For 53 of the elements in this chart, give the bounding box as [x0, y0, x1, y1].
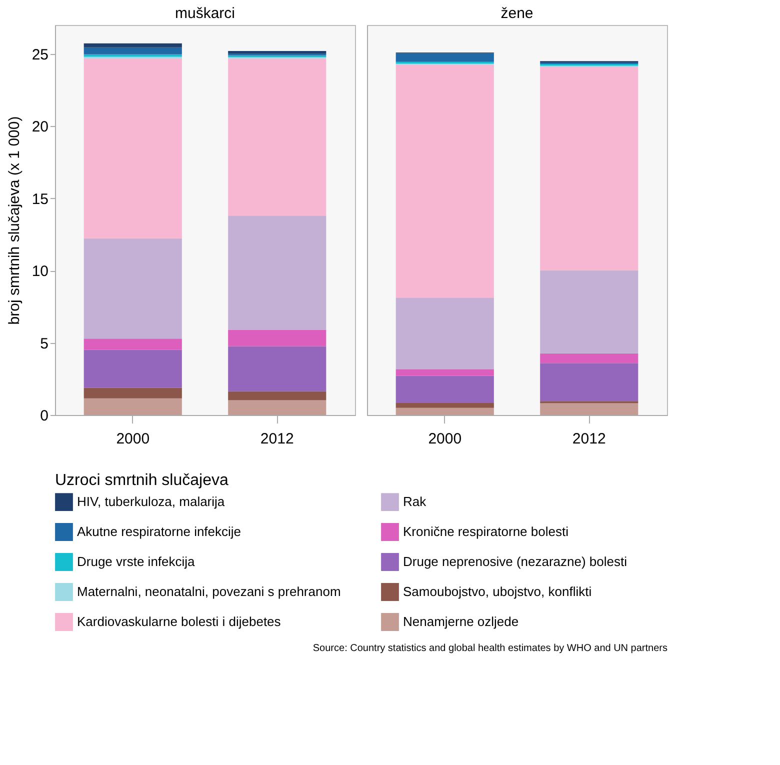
bar: [228, 400, 326, 415]
legend-label: Akutne respiratorne infekcije: [77, 524, 242, 539]
chart-title: muškarci: [174, 5, 236, 22]
bar: [84, 338, 182, 350]
bar: [228, 330, 326, 346]
legend-label: Druge neprenosive (nezarazne) bolesti: [403, 554, 628, 569]
x-tick-label: 2000: [428, 430, 462, 448]
legend-label: Rak: [403, 494, 427, 510]
bar: [84, 388, 182, 398]
legend-label: HIV, tuberkuloza, malarija: [77, 494, 226, 510]
bar: [396, 53, 494, 62]
bar: [540, 363, 638, 402]
bar: [396, 408, 494, 415]
legend-label: Kronične respiratorne bolesti: [403, 524, 569, 539]
y-tick-label: 25: [32, 46, 48, 64]
legend-title: Uzroci smrtnih slučajeva: [55, 472, 228, 489]
legend-label: Nenamjerne ozljede: [403, 614, 519, 629]
bar: [228, 216, 326, 330]
bar: [84, 43, 182, 48]
x-tick-label: 2000: [116, 430, 150, 448]
legend-label: Maternalni, neonatalni, povezani s prehranom: [77, 584, 341, 599]
bar: [396, 369, 494, 376]
legend-label: Kardiovaskularne bolesti i dijebetes: [77, 614, 282, 629]
bar: [228, 58, 326, 216]
bar: [228, 51, 326, 54]
bar: [84, 238, 182, 339]
bar: [540, 353, 638, 364]
chart-title: žene: [500, 5, 534, 22]
y-axis-title: broj smrtnih slučajeva (x 1 000): [6, 116, 23, 325]
bar: [540, 403, 638, 415]
bar: [396, 64, 494, 298]
y-tick-label: 10: [32, 263, 48, 280]
y-tick-label: 0: [40, 408, 48, 424]
y-tick-label: 20: [32, 118, 48, 136]
y-tick-label: 15: [32, 190, 48, 208]
source-note: Source: Country statistics and global health estimates by WHO and UN partners: [312, 643, 668, 654]
bar: [84, 47, 182, 54]
bar: [540, 270, 638, 354]
bar: [84, 58, 182, 238]
bar: [228, 346, 326, 392]
x-tick-label: 2012: [572, 430, 606, 448]
legend-label: Samoubojstvo, ubojstvo, konflikti: [403, 584, 592, 599]
bar: [84, 54, 182, 57]
bar: [84, 350, 182, 388]
bar: [228, 391, 326, 400]
bar: [396, 403, 494, 408]
bar: [540, 66, 638, 270]
y-tick-label: 5: [40, 335, 48, 352]
bar: [396, 376, 494, 404]
x-tick-label: 2012: [260, 430, 294, 448]
legend-label: Druge vrste infekcija: [77, 554, 196, 569]
bar: [396, 298, 494, 370]
bar: [84, 398, 182, 415]
